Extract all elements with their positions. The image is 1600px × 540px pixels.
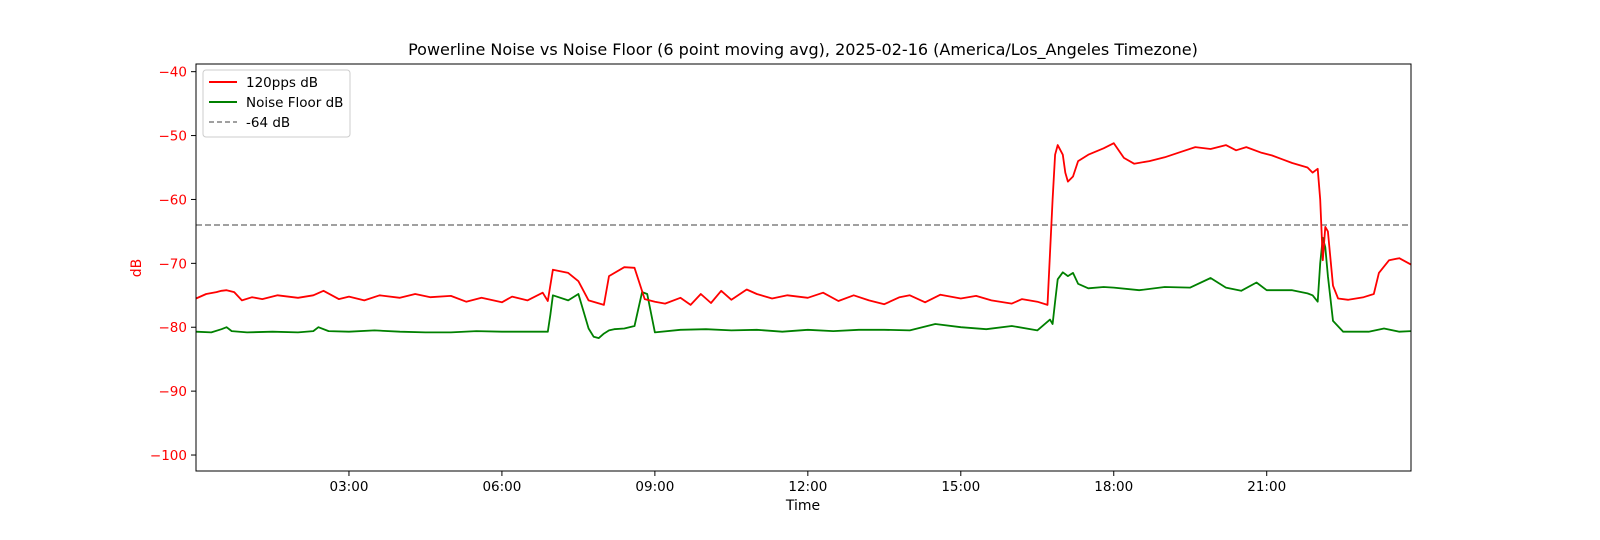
legend-label-series-2: Noise Floor dB — [246, 95, 343, 111]
y-axis: −40 −50 −60 −70 −80 −90 −100 — [150, 65, 196, 464]
y-tick-label: −80 — [159, 320, 188, 336]
x-tick-label: 18:00 — [1094, 479, 1133, 495]
y-tick-label: −100 — [150, 448, 187, 464]
legend: 120pps dB Noise Floor dB -64 dB — [202, 69, 351, 138]
plot-frame — [195, 63, 1412, 472]
y-tick-label: −40 — [159, 65, 188, 81]
x-tick-label: 06:00 — [482, 479, 521, 495]
x-tick-label: 15:00 — [941, 479, 980, 495]
y-tick-label: −70 — [159, 256, 188, 272]
chart-title: Powerline Noise vs Noise Floor (6 point … — [408, 40, 1198, 60]
series-line-noise-floor — [195, 236, 1412, 340]
y-tick-label: −90 — [159, 384, 188, 400]
legend-label-series-1: 120pps dB — [246, 75, 318, 91]
y-tick-label: −60 — [159, 192, 188, 208]
legend-label-reference: -64 dB — [246, 115, 290, 131]
legend-box — [202, 69, 351, 138]
x-tick-label: 09:00 — [635, 479, 674, 495]
x-tick-label: 12:00 — [788, 479, 827, 495]
y-tick-label: −50 — [159, 129, 188, 145]
plot-area — [195, 142, 1412, 340]
y-axis-label: dB — [129, 259, 145, 278]
x-axis: 03:00 06:00 09:00 12:00 15:00 18:00 21:00 — [330, 471, 1286, 495]
x-axis-label: Time — [785, 498, 820, 514]
x-tick-label: 21:00 — [1247, 479, 1286, 495]
series-line-120pps — [195, 142, 1412, 306]
x-tick-label: 03:00 — [330, 479, 369, 495]
